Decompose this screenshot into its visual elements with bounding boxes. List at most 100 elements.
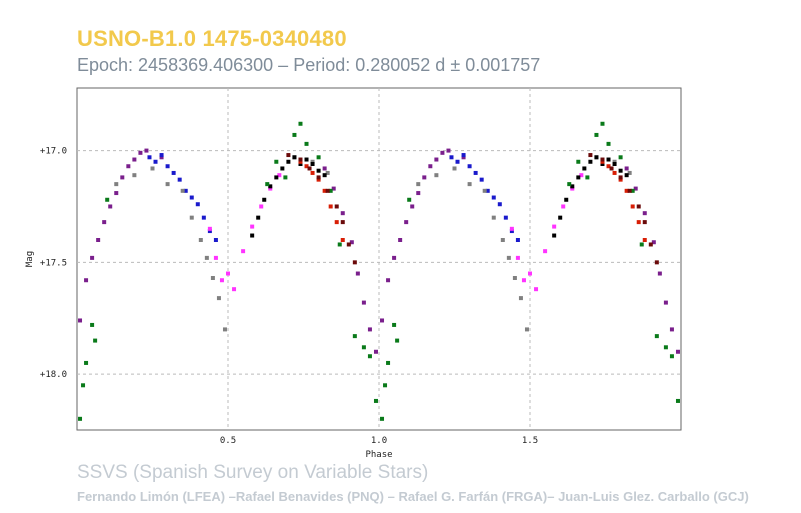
data-point <box>159 153 164 158</box>
data-point <box>298 162 303 166</box>
data-point <box>618 155 623 160</box>
data-point <box>132 157 137 162</box>
data-point <box>428 164 433 169</box>
data-point <box>561 204 566 209</box>
data-point <box>280 166 285 171</box>
data-point <box>144 148 149 153</box>
data-point <box>669 354 674 359</box>
data-point <box>612 159 617 164</box>
data-point <box>216 296 221 301</box>
data-point <box>654 260 659 265</box>
data-point <box>180 188 185 193</box>
data-point <box>304 164 309 169</box>
data-point <box>570 186 575 191</box>
data-point <box>386 360 391 365</box>
data-point <box>392 255 397 260</box>
data-point <box>259 204 264 209</box>
data-point <box>434 173 439 178</box>
data-point <box>600 157 605 162</box>
data-point <box>585 175 590 180</box>
data-point <box>609 166 614 171</box>
data-point <box>606 141 611 146</box>
data-point <box>298 121 303 126</box>
data-point <box>467 182 472 187</box>
data-points <box>78 121 680 421</box>
data-point <box>316 177 321 182</box>
data-point <box>675 349 680 354</box>
data-point <box>422 175 427 180</box>
data-point <box>102 220 107 225</box>
data-point <box>576 159 581 164</box>
data-point <box>352 334 357 339</box>
data-point <box>543 249 548 254</box>
data-point <box>395 338 400 343</box>
data-point <box>310 162 315 166</box>
footer-survey-name: SSVS (Spanish Survey on Variable Stars) <box>77 462 429 483</box>
data-point <box>630 204 635 209</box>
data-point <box>84 360 89 365</box>
data-point <box>416 182 421 187</box>
data-point <box>503 215 508 220</box>
data-point <box>250 224 255 229</box>
data-point <box>292 132 297 137</box>
data-point <box>256 215 261 220</box>
data-point <box>648 242 653 247</box>
data-point <box>404 220 409 225</box>
data-point <box>675 398 680 403</box>
x-tick-label: 1.0 <box>371 436 387 446</box>
data-point <box>159 155 164 160</box>
data-point <box>612 162 617 166</box>
data-point <box>210 276 215 280</box>
data-point <box>114 182 119 187</box>
data-point <box>171 170 176 175</box>
data-point <box>268 184 273 189</box>
data-point <box>346 242 351 247</box>
data-point <box>337 242 342 247</box>
data-point <box>534 287 539 292</box>
data-point <box>600 121 605 126</box>
data-point <box>455 159 460 164</box>
data-point <box>588 159 593 164</box>
data-point <box>552 233 557 238</box>
data-point <box>361 345 366 350</box>
data-point <box>78 416 83 421</box>
data-point <box>213 238 218 242</box>
data-point <box>120 175 125 180</box>
data-point <box>78 318 83 323</box>
data-point <box>506 255 511 260</box>
data-point <box>518 296 523 301</box>
data-point <box>286 153 291 158</box>
data-point <box>195 202 200 207</box>
x-tick-label: 1.5 <box>522 436 538 446</box>
data-point <box>567 182 572 187</box>
data-point <box>334 204 339 209</box>
data-point <box>606 157 611 162</box>
data-point <box>497 202 502 207</box>
data-point <box>642 220 647 225</box>
data-point <box>636 220 641 225</box>
y-tick-label: +17.5 <box>40 258 67 268</box>
data-point <box>105 197 110 202</box>
x-axis-ticks: 0.5 1.0 1.5 <box>220 436 538 446</box>
data-point <box>461 153 466 158</box>
grid-lines <box>77 88 681 430</box>
data-point <box>624 173 629 178</box>
data-point <box>515 255 520 260</box>
data-point <box>298 159 303 164</box>
data-point <box>642 238 647 242</box>
data-point <box>304 141 309 146</box>
data-point <box>512 276 517 280</box>
data-point <box>325 188 330 193</box>
data-point <box>328 188 333 193</box>
data-point <box>461 155 466 160</box>
data-point <box>564 197 569 202</box>
x-tick-label: 0.5 <box>220 436 236 446</box>
data-point <box>265 182 270 187</box>
data-point <box>177 177 182 182</box>
data-point <box>588 153 593 158</box>
data-point <box>618 177 623 182</box>
data-point <box>322 166 327 171</box>
data-point <box>509 229 514 234</box>
data-point <box>334 220 339 225</box>
